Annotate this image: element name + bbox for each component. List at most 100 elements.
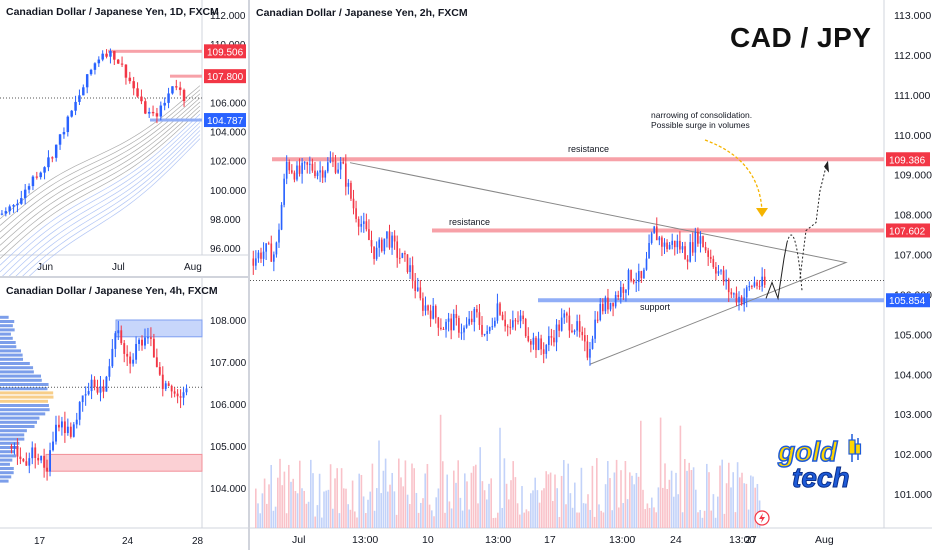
volume-bar — [332, 508, 334, 528]
volume-bar — [675, 472, 677, 528]
candle-body — [653, 226, 656, 234]
candle-body — [499, 303, 501, 315]
candle-body — [159, 105, 163, 117]
ma-ribbon-line — [0, 101, 201, 246]
candle-body — [34, 447, 37, 458]
volume-profile-bar — [0, 408, 50, 412]
volume-bar — [358, 473, 360, 528]
volume-bar — [457, 460, 459, 528]
h4-chart-pane[interactable]: 108.000 107.000 106.000 105.000 104.000 17 24 2… — [0, 278, 248, 550]
candle-body — [522, 315, 524, 320]
volume-bar — [754, 487, 756, 528]
supply-zone — [115, 319, 203, 338]
candle-body — [625, 289, 627, 293]
candle-body — [432, 305, 435, 319]
candle-body — [81, 395, 84, 403]
volume-bar — [314, 516, 316, 528]
price-tag — [204, 44, 246, 59]
volume-bar — [607, 461, 609, 528]
volume-bar — [692, 467, 695, 528]
volume-bar — [488, 483, 490, 528]
candle-body — [527, 336, 530, 342]
candle-body — [486, 331, 488, 334]
candle-body — [116, 59, 120, 64]
candle-body — [63, 421, 66, 434]
candle-body — [124, 64, 128, 78]
ma-ribbon-line — [22, 134, 201, 276]
lightning-icon[interactable] — [754, 510, 770, 526]
price-axis-label: 113.000 — [894, 10, 931, 22]
candle-body — [689, 242, 692, 262]
volume-profile-bar — [0, 462, 10, 466]
volume-bar — [699, 509, 701, 528]
volume-bar — [655, 512, 657, 528]
candle-body — [262, 251, 265, 259]
volume-profile-bar — [0, 345, 17, 349]
candle-body — [102, 386, 105, 392]
candle-body — [427, 305, 429, 311]
volume-bar — [494, 517, 497, 528]
pane-divider[interactable] — [248, 0, 250, 550]
candle-body — [176, 393, 179, 397]
volume-bar — [527, 511, 530, 528]
volume-bar — [288, 464, 290, 528]
candle-body — [16, 203, 19, 206]
volume-bar — [442, 461, 444, 528]
candle-body — [303, 162, 306, 164]
volume-bar — [305, 503, 308, 528]
candle-body — [10, 446, 13, 449]
price-axis-label: 103.000 — [894, 409, 932, 421]
volume-bar — [464, 473, 466, 528]
time-axis-label: Jul — [112, 262, 125, 273]
candle-body — [28, 458, 31, 466]
volume-bar — [734, 512, 737, 528]
volume-bar — [461, 510, 464, 528]
volume-bar — [701, 517, 704, 528]
candle-body — [373, 246, 375, 259]
candle-body — [135, 343, 138, 360]
candle-body — [519, 315, 522, 322]
volume-bar — [373, 510, 376, 528]
volume-bar — [354, 511, 356, 528]
candle-body — [316, 172, 319, 177]
volume-bar — [356, 517, 358, 528]
ma-ribbon-line — [8, 126, 201, 276]
volume-profile-bar — [0, 420, 37, 424]
candle-body — [473, 308, 476, 323]
price-axis-label: 107.000 — [894, 250, 932, 262]
volume-bar — [376, 488, 378, 528]
volume-profile-bar — [0, 416, 40, 420]
volume-bar — [739, 477, 741, 528]
price-axis-label: 102.000 — [894, 449, 932, 461]
volume-bar — [618, 507, 620, 528]
candle-body — [640, 271, 643, 279]
candle-body — [22, 458, 25, 462]
price-axis-label: 100.000 — [210, 186, 247, 197]
volume-bar — [750, 475, 752, 528]
volume-bar — [664, 463, 666, 528]
time-axis-label: Jul — [292, 534, 305, 546]
volume-profile-bar — [0, 387, 48, 391]
price-axis-label: 102.000 — [210, 157, 247, 168]
candle-body — [571, 330, 573, 332]
candle-body — [514, 320, 517, 322]
candle-body — [309, 163, 311, 165]
daily-chart-pane[interactable]: 112.000110.000106.000104.000102.000100.0… — [0, 0, 248, 276]
volume-bar — [481, 481, 484, 528]
candle-body — [424, 305, 427, 311]
volume-profile-bar — [0, 378, 42, 382]
volume-bar — [446, 474, 448, 528]
main-chart-pane[interactable]: 113.000 112.000 111.000 110.000 109.000 108.0… — [250, 0, 932, 550]
volume-bar — [343, 488, 345, 528]
volume-bar — [499, 427, 501, 528]
candle-body — [455, 313, 458, 319]
volume-bar — [725, 483, 728, 528]
pane-divider[interactable] — [0, 276, 248, 278]
candle-body — [753, 282, 756, 287]
volume-bar — [611, 510, 613, 528]
volume-bar — [710, 510, 712, 528]
volume-bar — [505, 483, 508, 528]
volume-bar — [644, 509, 646, 528]
candle-body — [609, 302, 612, 310]
volume-bar — [270, 464, 272, 528]
